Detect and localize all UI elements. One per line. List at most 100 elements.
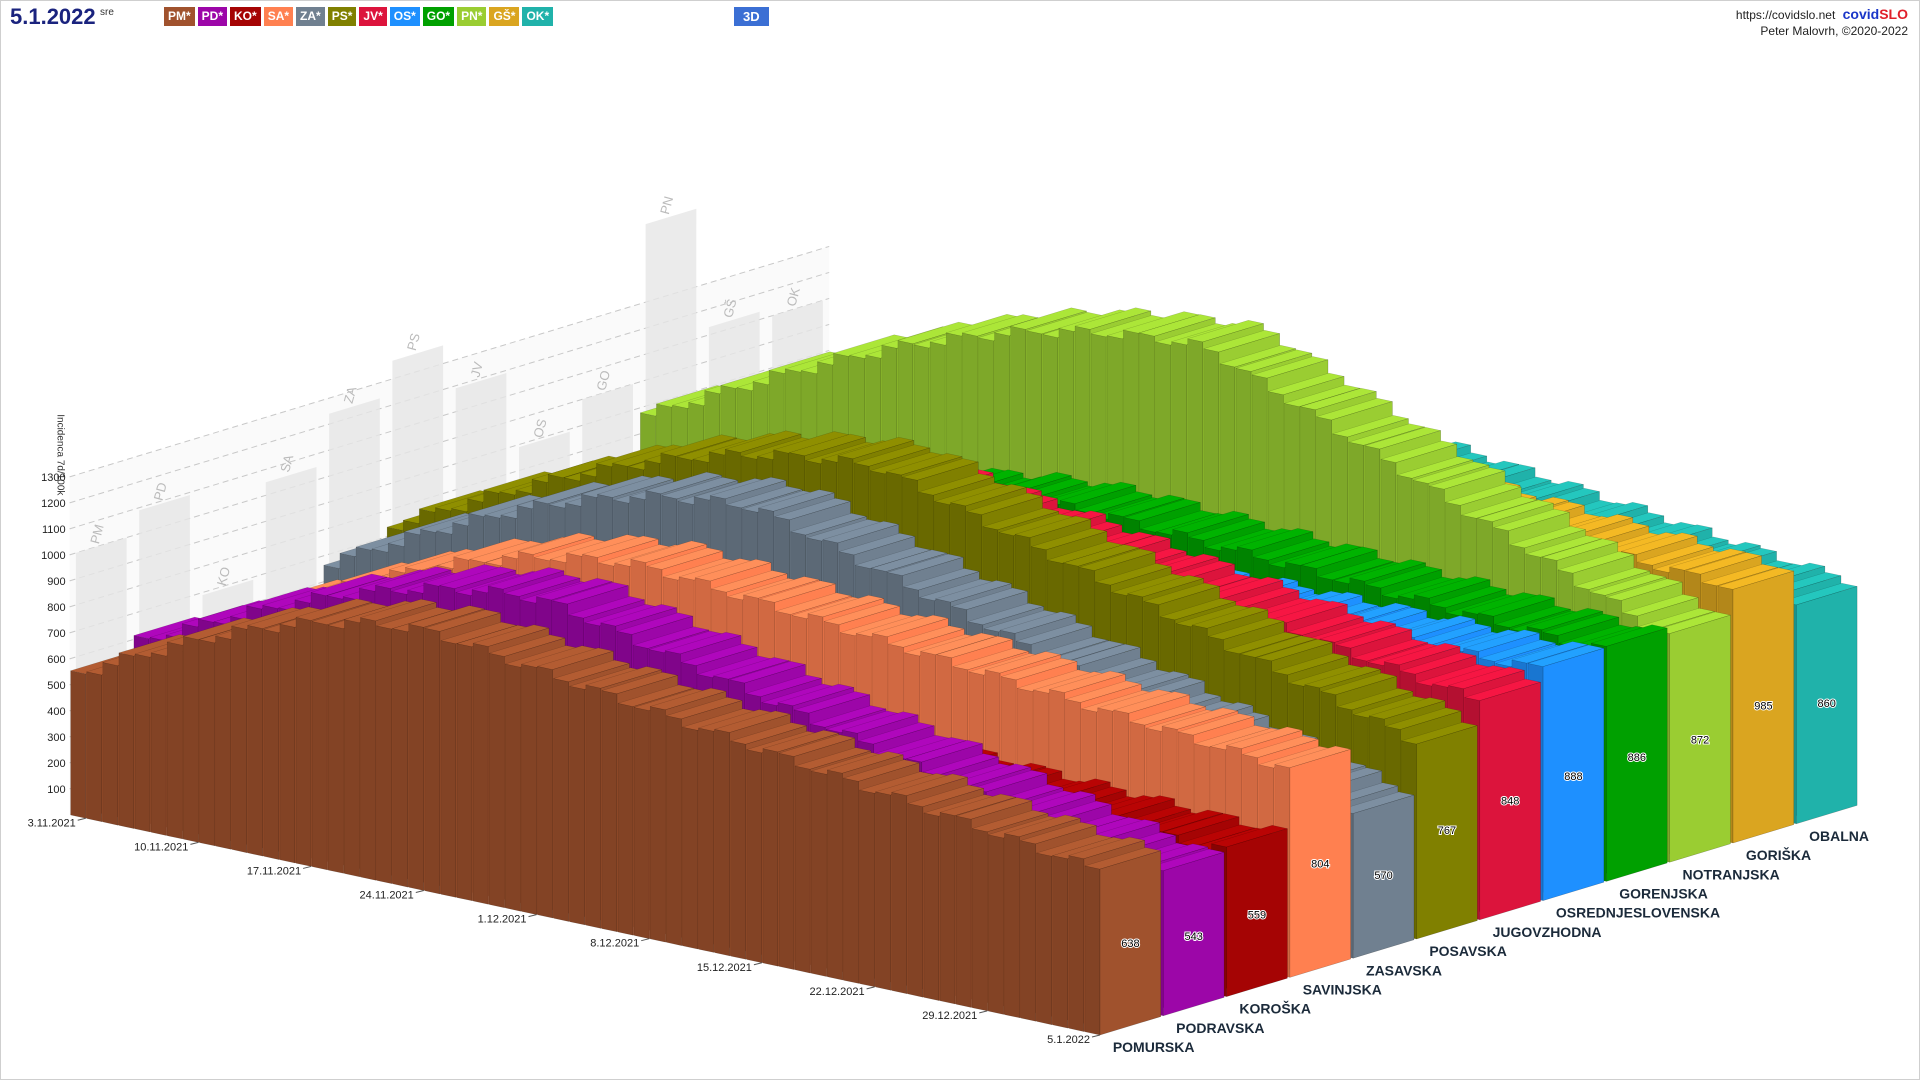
bar-top: [1332, 415, 1409, 438]
brand-logo[interactable]: covidSLO: [1843, 6, 1908, 22]
bar-top: [681, 643, 758, 666]
site-info: https://covidslo.net covidSLO Peter Malo…: [1736, 6, 1908, 39]
bar-top: [1124, 498, 1202, 522]
region-button-7[interactable]: OS*: [389, 7, 420, 26]
region-button-2[interactable]: KO*: [230, 7, 261, 26]
bar-front: [1479, 681, 1541, 921]
bar-front: [1669, 614, 1731, 863]
bar-side: [585, 684, 602, 929]
bar-top: [661, 476, 738, 500]
bar-top: [1253, 538, 1330, 561]
x-tick-mark: [641, 938, 650, 942]
y-tick-label: 500: [47, 680, 65, 692]
x-tick-mark: [528, 914, 537, 918]
region-button-0[interactable]: PM*: [164, 7, 195, 26]
bar-top: [951, 587, 1029, 610]
brand-part2: SLO: [1879, 6, 1908, 22]
bar-top: [532, 481, 610, 504]
region-name: ZASAVSKA: [1366, 962, 1442, 978]
wall-region-code: JV: [467, 360, 486, 379]
value-label: 804: [1311, 859, 1329, 871]
region-toggle-bar: PM* PD* KO* SA* ZA* PS* JV* OS* GO* PN* GŠ* OK*: [164, 7, 554, 26]
x-tick-label: 17.11.2021: [247, 865, 301, 877]
bar-top: [1478, 594, 1556, 617]
bar-side: [907, 803, 924, 998]
bar-top: [777, 683, 855, 707]
bar-top: [408, 605, 486, 628]
bar-front: [1226, 828, 1288, 997]
bar-top: [440, 621, 518, 645]
wall-region-code: OK: [784, 286, 803, 308]
wall-region-code: PM: [87, 523, 107, 546]
bar-side: [843, 777, 859, 984]
bar-side: [456, 643, 473, 902]
bar-side: [601, 690, 618, 933]
bar-side: [650, 706, 666, 943]
bar-side: [150, 652, 167, 836]
bar-top: [1095, 563, 1173, 586]
site-url[interactable]: https://covidslo.net: [1735, 8, 1836, 22]
bar-front: [1542, 647, 1605, 901]
bar-top: [1430, 585, 1507, 609]
bar-top: [888, 625, 965, 648]
bar-top: [645, 471, 722, 495]
region-button-8[interactable]: GO*: [422, 7, 455, 26]
y-tick-label: 1200: [41, 498, 65, 510]
region-button-4[interactable]: ZA*: [296, 7, 325, 26]
region-name: SAVINJSKA: [1303, 982, 1382, 998]
wall-region-code: OS: [530, 417, 549, 439]
region-button-11[interactable]: OK*: [522, 7, 554, 26]
bar-side: [199, 639, 215, 847]
weekday-label: sre: [100, 7, 114, 18]
wall-region-code: GO: [593, 369, 613, 392]
value-label: 543: [1185, 931, 1203, 943]
bar-front: [1289, 748, 1351, 978]
y-tick-label: 800: [47, 602, 65, 614]
bar-side: [762, 748, 779, 967]
bar-top: [887, 553, 964, 576]
bar-top: [1010, 307, 1087, 330]
toggle-3d-button[interactable]: 3D: [734, 7, 769, 26]
region-button-5[interactable]: PS*: [327, 7, 357, 26]
bar-side: [408, 623, 424, 891]
region-button-6[interactable]: JV*: [359, 7, 387, 26]
region-name: PODRAVSKA: [1176, 1020, 1264, 1036]
bar-top: [1494, 605, 1572, 628]
region-button-9[interactable]: PN*: [457, 7, 487, 26]
bar-top: [1074, 307, 1151, 330]
region-button-3[interactable]: SA*: [263, 7, 294, 26]
bar-top: [1369, 697, 1446, 720]
region-name: NOTRANJSKA: [1683, 866, 1780, 882]
region-name: POMURSKA: [1113, 1039, 1195, 1055]
bar-top: [966, 492, 1044, 515]
bar-top: [1014, 515, 1091, 538]
grid-line: [69, 323, 830, 556]
bar-top: [939, 793, 1016, 816]
bar-top: [601, 671, 678, 695]
x-tick-mark: [77, 817, 86, 821]
bar-top: [1669, 548, 1746, 571]
y-tick-label: 100: [47, 784, 65, 796]
region-button-1[interactable]: PD*: [197, 7, 228, 26]
bar-top: [1084, 847, 1161, 870]
bar-side: [279, 623, 296, 864]
bar-top: [757, 489, 835, 512]
bar-top: [1208, 617, 1285, 640]
bar-top: [1226, 726, 1304, 749]
value-label: 886: [1628, 752, 1646, 764]
region-name: OSREDNJESLOVENSKA: [1556, 905, 1720, 921]
region-name: GORIŠKA: [1746, 846, 1811, 863]
region-name: POSAVSKA: [1429, 943, 1507, 959]
region-button-10[interactable]: GŠ*: [489, 7, 520, 26]
wall-region-code: PN: [657, 195, 676, 216]
bar-top: [1300, 387, 1377, 411]
bar-side: [537, 666, 553, 919]
y-tick-label: 200: [47, 758, 65, 770]
bar-side: [472, 642, 489, 905]
wall-region-code: ZA: [341, 385, 360, 405]
bar-top: [600, 604, 678, 627]
bar-side: [360, 617, 376, 881]
bar-top: [552, 659, 631, 683]
bar-side: [666, 715, 682, 946]
